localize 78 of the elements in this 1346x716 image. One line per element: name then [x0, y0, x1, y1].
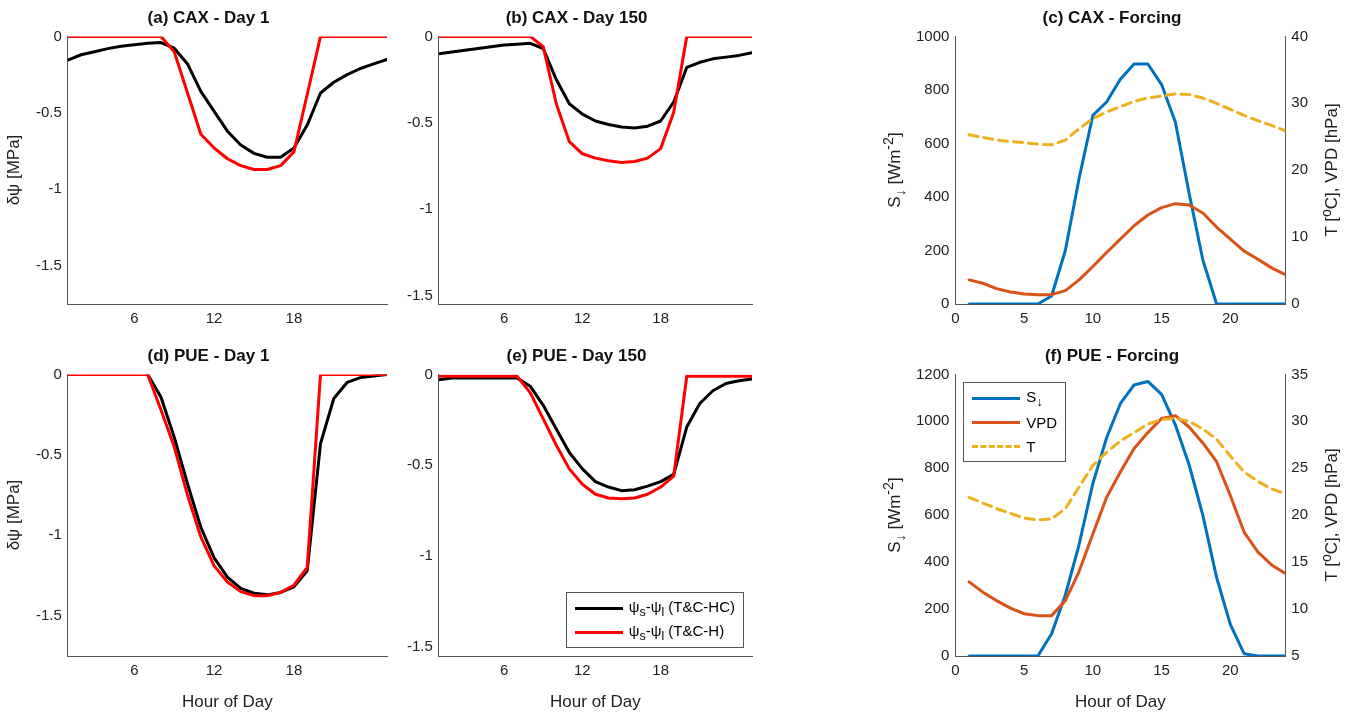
x-tick-label: 12	[574, 309, 591, 327]
y-tick-label: 1000	[915, 411, 950, 429]
x-tick-label: 6	[130, 661, 139, 679]
legend-label: T	[1026, 437, 1036, 455]
y2-tick-label: 25	[1291, 458, 1308, 476]
y2-tick-label: 20	[1291, 160, 1308, 178]
y-tick-label: 600	[924, 505, 950, 523]
y-tick-label: 200	[924, 240, 950, 258]
y-tick-label: -1.5	[35, 255, 62, 273]
y-tick-label: 1200	[915, 364, 950, 382]
y2-tick-label: 20	[1291, 505, 1308, 523]
x-tick-label: 15	[1153, 661, 1170, 679]
y-tick-label: 0	[424, 26, 433, 44]
y-tick-label: 600	[924, 133, 950, 151]
y2-tick-label: 30	[1291, 93, 1308, 111]
y2-tick-label: 10	[1291, 599, 1308, 617]
y-tick-label: -1	[419, 199, 433, 217]
y-tick-label: 400	[924, 552, 950, 570]
y2-tick-label: 30	[1291, 411, 1308, 429]
y-tick-label: 800	[924, 458, 950, 476]
legend-label: ψ$_{s}$-ψ$_{l}$ (T&C-H)	[628, 621, 725, 643]
y-tick-label: 0	[424, 364, 433, 382]
x-tick-label: 6	[499, 661, 509, 679]
x-tick-label: 6	[130, 309, 139, 327]
x-tick-label: 6	[499, 309, 509, 327]
legend-label: S$_{↓}$	[1026, 387, 1043, 409]
y-tick-label: -0.5	[406, 455, 433, 473]
y-tick-label: -1	[419, 546, 433, 564]
y-tick-label: -1	[48, 179, 62, 197]
y-axis-title: δψ [MPa]	[4, 479, 24, 551]
y-tick-label: -1.5	[406, 285, 433, 303]
y2-tick-label: 35	[1291, 364, 1308, 382]
y-tick-label: 800	[924, 80, 950, 98]
y2-tick-label: 5	[1291, 646, 1300, 664]
x-axis-title: Hour of Day	[1074, 692, 1166, 712]
x-tick-label: 18	[285, 661, 303, 679]
y-tick-label: -1.5	[406, 637, 433, 655]
chart-title: (e) PUE - Day 150	[506, 345, 647, 365]
y-tick-label: 0	[53, 26, 62, 44]
y-tick-label: -0.5	[406, 112, 433, 130]
x-tick-label: 15	[1153, 309, 1170, 327]
y2-tick-label: 0	[1291, 294, 1300, 312]
x-tick-label: 5	[1019, 661, 1029, 679]
chart-title: (c) CAX - Forcing	[1042, 7, 1182, 27]
legend-label: ψ$_{s}$-ψ$_{l}$ (T&C-HC)	[628, 597, 735, 619]
y-tick-label: -0.5	[35, 445, 62, 462]
y-tick-label: 0	[941, 294, 950, 312]
x-tick-label: 18	[652, 309, 670, 327]
y-tick-label: 0	[53, 364, 62, 382]
chart-title: (a) CAX - Day 1	[147, 7, 270, 27]
chart-title: (d) PUE - Day 1	[147, 345, 270, 365]
legend-label: VPD	[1026, 413, 1058, 431]
y-tick-label: 200	[924, 599, 950, 617]
y2-tick-label: 40	[1291, 26, 1308, 44]
chart-title: (b) CAX - Day 150	[505, 7, 648, 27]
chart-title: (f) PUE - Forcing	[1044, 345, 1180, 365]
y2-tick-label: 15	[1291, 552, 1308, 570]
y-axis-title: δψ [MPa]	[4, 134, 24, 206]
y-tick-label: -1	[48, 525, 62, 543]
y-tick-label: 0	[941, 646, 950, 664]
y-tick-label: 400	[924, 187, 950, 205]
x-tick-label: 20	[1221, 661, 1239, 679]
y-tick-label: 1000	[915, 26, 950, 44]
line-series	[967, 92, 1286, 147]
x-tick-label: 18	[285, 309, 303, 327]
x-tick-label: 10	[1084, 661, 1102, 679]
x-tick-label: 20	[1221, 309, 1239, 327]
x-tick-label: 12	[205, 661, 223, 679]
x-tick-label: 12	[205, 309, 223, 327]
x-tick-label: 5	[1019, 309, 1029, 327]
x-axis-title: Hour of Day	[550, 692, 641, 712]
x-tick-label: 18	[652, 661, 670, 679]
x-tick-label: 10	[1084, 309, 1102, 327]
y-tick-label: -0.5	[35, 103, 62, 120]
x-axis-title: Hour of Day	[182, 692, 273, 712]
y-tick-label: -1.5	[35, 605, 62, 623]
x-tick-label: 12	[574, 661, 591, 679]
y2-tick-label: 10	[1291, 227, 1308, 245]
